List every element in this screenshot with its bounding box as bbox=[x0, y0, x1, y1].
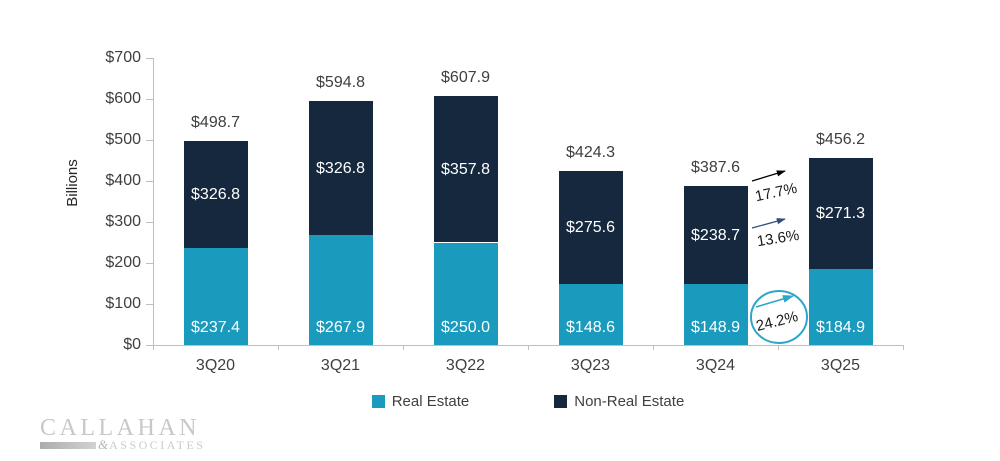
y-tick-label: $300 bbox=[105, 213, 141, 230]
x-category-label: 3Q20 bbox=[195, 357, 236, 374]
real-estate-value-label: $148.9 bbox=[691, 319, 740, 336]
real-estate-value-label: $184.9 bbox=[816, 319, 865, 336]
growth-label-real-estate: 24.2% bbox=[754, 308, 799, 335]
x-tick-mark bbox=[778, 345, 779, 350]
x-tick-mark bbox=[653, 345, 654, 350]
non-real-estate-value-label: $238.7 bbox=[691, 226, 740, 244]
y-tick-mark bbox=[146, 222, 153, 223]
logo-name: CALLAHAN bbox=[40, 415, 200, 441]
y-tick-label: $600 bbox=[105, 90, 141, 107]
legend-item: Non-Real Estate bbox=[554, 393, 684, 410]
total-value-label: $607.9 bbox=[441, 68, 490, 86]
y-tick-label: $700 bbox=[105, 49, 141, 66]
x-tick-mark bbox=[153, 345, 154, 350]
total-value-label: $594.8 bbox=[316, 74, 365, 92]
total-value-label: $424.3 bbox=[566, 144, 615, 162]
callahan-logo: CALLAHAN & ASSOCIATES bbox=[40, 415, 206, 452]
logo-subline: & ASSOCIATES bbox=[40, 437, 206, 452]
growth-arrow-real-estate bbox=[755, 295, 795, 308]
y-tick-mark bbox=[146, 181, 153, 182]
x-category-label: 3Q23 bbox=[570, 357, 611, 374]
logo-ampersand: & bbox=[98, 437, 109, 452]
y-tick-label: $100 bbox=[105, 295, 141, 312]
real-estate-value-label: $250.0 bbox=[441, 319, 490, 336]
x-tick-mark bbox=[403, 345, 404, 350]
y-tick-mark bbox=[146, 99, 153, 100]
x-category-label: 3Q25 bbox=[820, 357, 861, 374]
total-value-label: $498.7 bbox=[191, 113, 240, 131]
total-value-label: $387.6 bbox=[691, 159, 740, 177]
non-real-estate-value-label: $326.8 bbox=[316, 159, 365, 177]
x-category-label: 3Q24 bbox=[695, 357, 736, 374]
y-tick-label: $500 bbox=[105, 131, 141, 148]
legend-item: Real Estate bbox=[371, 393, 470, 410]
y-tick-mark bbox=[146, 345, 153, 346]
bar-segment-non-real-estate bbox=[558, 171, 623, 285]
legend-swatch bbox=[371, 395, 385, 408]
bar-segment-non-real-estate bbox=[308, 101, 373, 236]
real-estate-value-label: $267.9 bbox=[316, 319, 365, 336]
legend-label: Non-Real Estate bbox=[574, 393, 685, 410]
y-tick-mark bbox=[146, 58, 153, 59]
non-real-estate-value-label: $271.3 bbox=[816, 205, 865, 223]
legend-label: Real Estate bbox=[391, 393, 470, 410]
bar-segment-real-estate bbox=[433, 242, 498, 345]
real-estate-value-label: $148.6 bbox=[566, 319, 615, 336]
bar-segment-real-estate bbox=[558, 284, 623, 345]
non-real-estate-value-label: $275.6 bbox=[566, 219, 615, 237]
y-tick-mark bbox=[146, 263, 153, 264]
bar-segment-non-real-estate bbox=[183, 140, 248, 248]
y-tick-mark bbox=[146, 304, 153, 305]
legend: Real Estate Non-Real Estate bbox=[153, 393, 903, 410]
x-category-label: 3Q21 bbox=[320, 357, 361, 374]
bar-segment-real-estate bbox=[683, 283, 748, 345]
x-tick-mark bbox=[278, 345, 279, 350]
y-tick-label: $0 bbox=[123, 336, 141, 353]
x-tick-mark bbox=[903, 345, 904, 350]
bar-segment-real-estate bbox=[808, 269, 873, 345]
bar-segment-real-estate bbox=[183, 247, 248, 345]
growth-label-total: 17.7% bbox=[754, 180, 799, 205]
legend-swatch bbox=[554, 395, 568, 408]
y-tick-label: $200 bbox=[105, 254, 141, 271]
bar-segment-real-estate bbox=[308, 235, 373, 345]
growth-label-non-real-estate: 13.6% bbox=[756, 227, 801, 250]
x-category-label: 3Q22 bbox=[445, 357, 486, 374]
real-estate-value-label: $237.4 bbox=[191, 319, 240, 336]
y-tick-label: $400 bbox=[105, 172, 141, 189]
bar-segment-non-real-estate bbox=[433, 95, 498, 243]
y-tick-mark bbox=[146, 140, 153, 141]
logo-bar-graphic bbox=[40, 441, 96, 449]
total-value-label: $456.2 bbox=[816, 130, 865, 148]
logo-associates: ASSOCIATES bbox=[109, 438, 206, 452]
non-real-estate-value-label: $326.8 bbox=[191, 185, 240, 203]
bar-segment-non-real-estate bbox=[683, 186, 748, 284]
bar-segment-non-real-estate bbox=[808, 157, 873, 270]
non-real-estate-value-label: $357.8 bbox=[441, 160, 490, 178]
y-axis-line bbox=[153, 58, 154, 345]
x-tick-mark bbox=[528, 345, 529, 350]
